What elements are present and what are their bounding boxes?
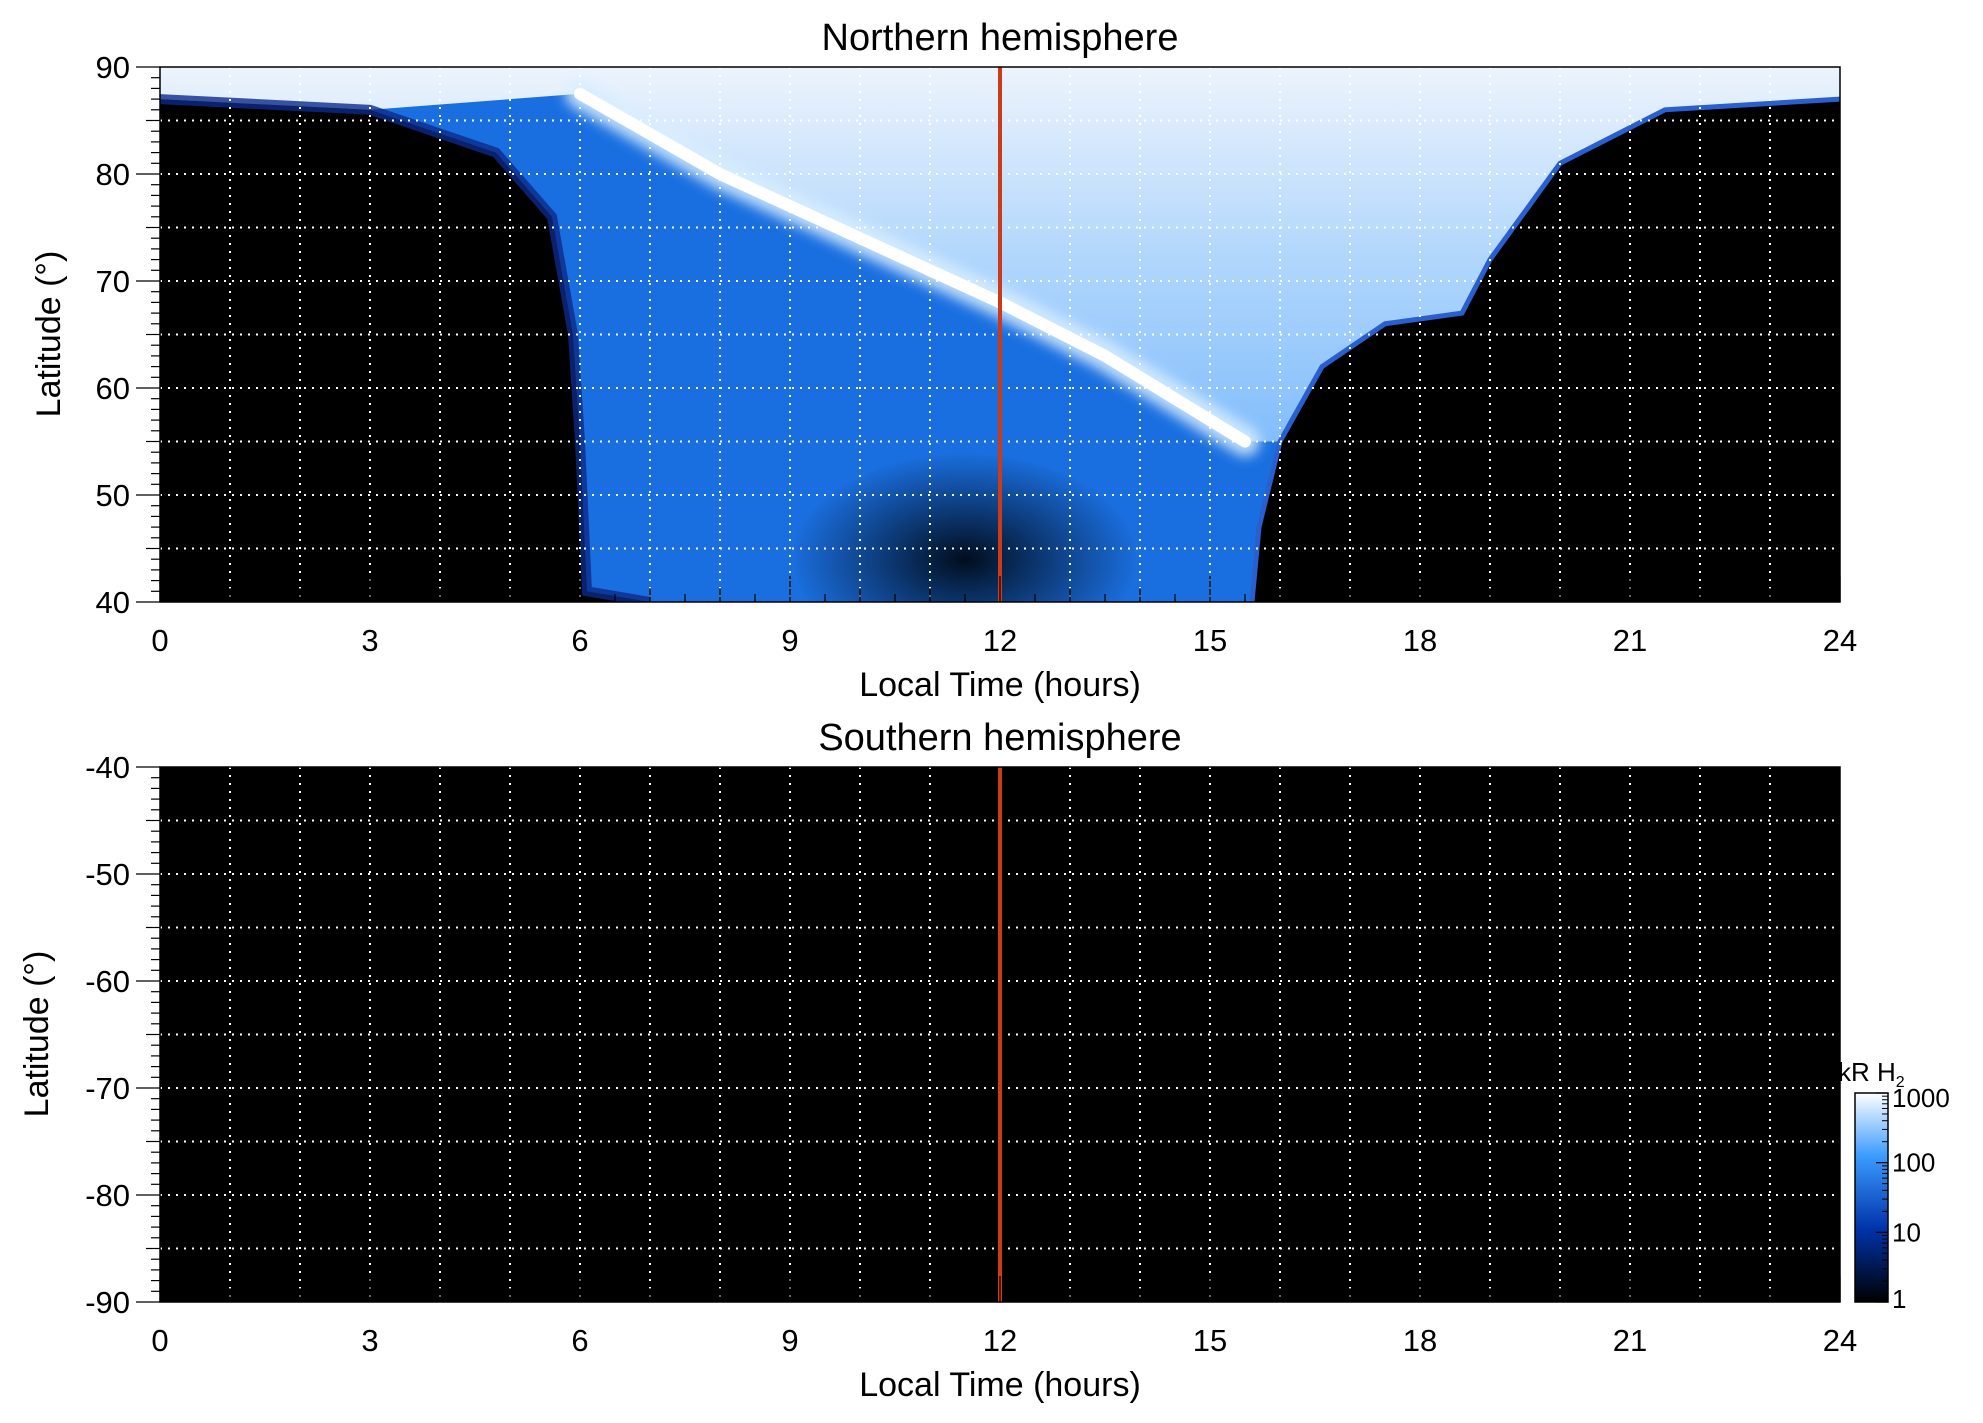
- x-tick-label: 21: [1613, 623, 1647, 658]
- north-x-axis-label: Local Time (hours): [859, 666, 1141, 704]
- x-tick-label: 0: [151, 1323, 168, 1358]
- x-tick-label: 12: [983, 623, 1017, 658]
- north-title: Northern hemisphere: [822, 17, 1179, 59]
- south-x-axis: 0 3 6 9 12 15 18 21 24: [151, 1276, 1857, 1358]
- colorbar-label: kR H2: [1838, 1057, 1905, 1091]
- colorbar-tick-label: 1000: [1892, 1083, 1950, 1113]
- y-tick-label: 50: [96, 478, 130, 513]
- south-x-axis-label: Local Time (hours): [859, 1366, 1141, 1404]
- x-tick-label: 12: [983, 1323, 1017, 1358]
- y-tick-label: -80: [85, 1178, 130, 1213]
- south-y-axis: -40 -50 -60 -70 -80 -90: [85, 750, 160, 1320]
- x-tick-label: 6: [571, 623, 588, 658]
- south-title: Southern hemisphere: [818, 717, 1181, 759]
- north-dawn-terminator: [160, 94, 651, 602]
- y-tick-label: -60: [85, 964, 130, 999]
- colorbar-label-subscript: 2: [1896, 1074, 1905, 1091]
- north-dusk-terminator: [1249, 96, 1840, 602]
- x-tick-label: 24: [1823, 1323, 1857, 1358]
- x-tick-label: 15: [1193, 623, 1227, 658]
- x-tick-label: 0: [151, 623, 168, 658]
- x-tick-label: 18: [1403, 1323, 1437, 1358]
- y-tick-label: 70: [96, 264, 130, 299]
- x-tick-label: 9: [781, 623, 798, 658]
- y-tick-label: -40: [85, 750, 130, 785]
- north-y-axis: 40 50 60 70 80 90: [96, 50, 160, 620]
- x-tick-label: 3: [361, 1323, 378, 1358]
- y-tick-label: 90: [96, 50, 130, 85]
- x-tick-label: 24: [1823, 623, 1857, 658]
- north-noon-dark-region: [790, 452, 1140, 602]
- x-tick-label: 9: [781, 1323, 798, 1358]
- y-tick-label: -70: [85, 1071, 130, 1106]
- y-tick-label: -50: [85, 857, 130, 892]
- north-panel: Northern hemisphere 40 50 60 70 80 90 0 3 6 9 12 1…: [30, 17, 1857, 704]
- x-tick-label: 21: [1613, 1323, 1647, 1358]
- y-tick-label: -90: [85, 1285, 130, 1320]
- colorbar-tick-label: 100: [1892, 1148, 1935, 1178]
- south-panel: Southern hemisphere -40 -50 -60 -70 -80 -90 0…: [18, 717, 1857, 1404]
- x-tick-label: 3: [361, 623, 378, 658]
- y-tick-label: 40: [96, 585, 130, 620]
- colorbar-tick-label: 10: [1892, 1217, 1921, 1247]
- colorbar-ticks: 1000 100 10 1: [1876, 1083, 1950, 1314]
- north-y-axis-label: Latitude (°): [30, 251, 68, 418]
- x-tick-label: 15: [1193, 1323, 1227, 1358]
- north-x-axis: 0 3 6 9 12 15 18 21 24: [151, 576, 1857, 658]
- y-tick-label: 80: [96, 157, 130, 192]
- south-y-axis-label: Latitude (°): [18, 951, 56, 1118]
- colorbar-tick-label: 1: [1892, 1284, 1906, 1314]
- colorbar-gradient: [1854, 1092, 1889, 1303]
- x-tick-label: 6: [571, 1323, 588, 1358]
- y-tick-label: 60: [96, 371, 130, 406]
- x-tick-label: 18: [1403, 623, 1437, 658]
- colorbar: kR H2 1000 100 10 1: [1838, 1057, 1950, 1314]
